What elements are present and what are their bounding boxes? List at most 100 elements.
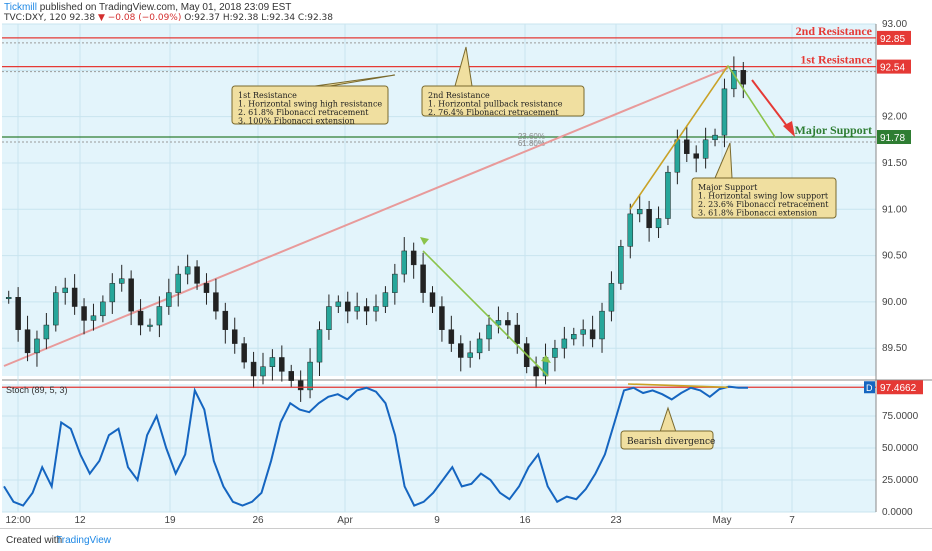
candle <box>288 364 294 388</box>
candle <box>571 327 577 346</box>
candle <box>5 290 12 304</box>
candle-body <box>392 273 398 293</box>
candle-body <box>316 329 323 363</box>
candle <box>655 206 662 238</box>
candle <box>184 254 191 285</box>
candle <box>646 200 652 242</box>
candle <box>194 260 200 290</box>
candle <box>608 271 615 322</box>
candle <box>43 313 50 350</box>
candle-body <box>429 292 436 307</box>
down-triangle-icon: ▼ <box>97 13 105 23</box>
candle <box>382 286 389 314</box>
candle-body <box>740 70 747 85</box>
stoch-axis: 75.0000 50.0000 25.0000 0.0000 <box>2 411 919 518</box>
level-price-value: 92.54 <box>880 63 905 74</box>
candle <box>693 145 699 173</box>
price-tick-label: 90.00 <box>882 297 907 308</box>
callout-text: 2nd Resistance <box>428 91 490 100</box>
candle-body <box>297 380 304 391</box>
candle <box>15 287 21 342</box>
candle <box>118 264 125 292</box>
candle-body <box>194 266 200 284</box>
candle <box>636 195 643 223</box>
level-price-tag <box>877 130 911 145</box>
candle <box>24 315 31 362</box>
candle <box>326 294 332 340</box>
candle-body <box>382 292 389 307</box>
candle <box>486 314 492 351</box>
stoch-value-tag <box>877 380 923 395</box>
candle <box>53 286 59 332</box>
candlesticks <box>5 56 747 402</box>
candle <box>392 263 398 305</box>
chart-header: Tickmill published on TradingView.com, M… <box>0 0 932 24</box>
time-tick-label: 12:00 <box>5 515 30 526</box>
level-name-label: 2nd Resistance <box>796 24 873 38</box>
candle <box>467 340 473 368</box>
candle-body <box>241 343 247 363</box>
candle-body <box>269 357 276 367</box>
candle <box>166 278 172 315</box>
candle-body <box>53 292 59 326</box>
callout-text: 2. 61.8% Fibonacci retracement <box>238 108 369 117</box>
tradingview-logo[interactable]: TradingView <box>56 535 112 546</box>
candle <box>354 292 360 320</box>
green-projection-line <box>727 65 776 138</box>
candle-body <box>222 310 229 330</box>
candle <box>156 296 163 338</box>
callout-text: 1. Horizontal swing high resistance <box>238 100 382 109</box>
candle <box>702 127 709 169</box>
stoch-tick-label: 0.0000 <box>882 507 913 518</box>
candle-body <box>636 209 643 215</box>
candle-body <box>505 320 511 326</box>
price-change: −0.08 (−0.09%) <box>107 13 182 23</box>
candle <box>514 313 521 354</box>
candle <box>34 330 40 367</box>
candle <box>420 252 426 303</box>
candle <box>740 61 747 99</box>
stoch-line <box>3 385 748 507</box>
candle <box>401 237 408 283</box>
candle <box>213 278 219 320</box>
callout-box <box>421 85 585 117</box>
candle-body <box>15 297 21 330</box>
candle-body <box>495 320 502 326</box>
candle-body <box>514 324 521 344</box>
candle-body <box>71 287 78 307</box>
candle <box>363 298 370 326</box>
time-tick-label: 7 <box>789 515 795 526</box>
symbol-line: TVC:DXY, 120 92.38 ▼ −0.08 (−0.09%) O:92… <box>4 13 333 23</box>
candle <box>260 352 266 385</box>
publisher-name[interactable]: Tickmill <box>4 2 37 13</box>
candle <box>279 345 285 382</box>
time-tick-label: May <box>713 515 732 526</box>
candle <box>533 356 539 389</box>
target-arrow-line <box>751 79 791 131</box>
candle-body <box>571 334 577 340</box>
fib-label-61-8: 61.80% <box>518 139 545 148</box>
candle-body <box>5 297 12 300</box>
stoch-tick-label: 50.0000 <box>882 443 919 454</box>
candle <box>684 125 690 163</box>
green-pattern-line <box>422 250 549 377</box>
candle <box>439 296 445 342</box>
candle-body <box>712 134 718 141</box>
orange-pattern-line <box>629 65 729 210</box>
callout-text: 1st Resistance <box>238 91 297 100</box>
time-tick-label: 9 <box>434 515 440 526</box>
time-tick-label: 23 <box>610 515 622 526</box>
candle-body <box>184 266 191 275</box>
candle-body <box>279 357 285 372</box>
target-arrow-head <box>783 121 795 137</box>
candle-body <box>646 209 652 229</box>
candle <box>128 270 134 326</box>
time-tick-label: 16 <box>519 515 531 526</box>
chart-canvas[interactable]: 93.0092.5092.0091.5091.0090.5090.0089.50… <box>0 0 932 528</box>
candle <box>505 312 511 339</box>
candle-body <box>561 338 568 349</box>
candle <box>175 265 181 307</box>
candle <box>62 277 68 305</box>
candle <box>552 339 558 372</box>
callout-text: 1. Horizontal swing low support <box>698 192 829 201</box>
